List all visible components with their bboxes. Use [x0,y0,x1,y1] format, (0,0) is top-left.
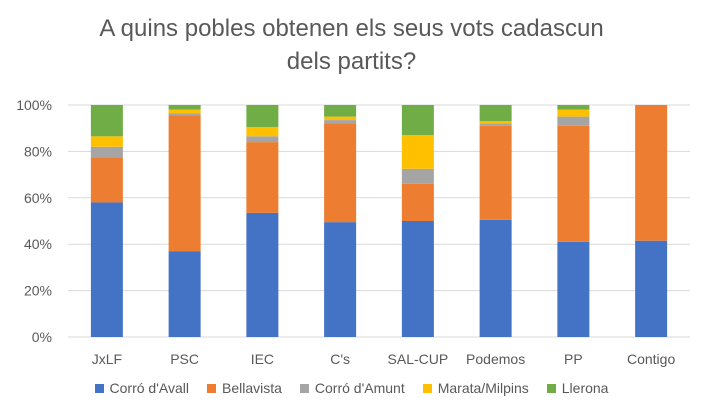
bar-segment [246,105,279,128]
legend-entry: Llerona [546,380,609,396]
bar-segment [246,136,279,143]
bar-segment [557,241,590,337]
bar-segment [168,113,201,116]
y-tick-label: 60% [24,190,52,206]
bar-segment [635,240,668,337]
bar-segment [557,105,590,110]
bar-segment [324,222,357,337]
x-tick-label: Contigo [627,351,675,367]
x-axis-tick-labels: JxLF PSC IEC C's SAL-CUP Podemos PP Contigo [92,351,676,367]
y-tick-label: 20% [24,283,52,299]
y-tick-label: 100% [16,97,52,113]
bar-segment [401,221,434,337]
bar-segment [246,127,279,137]
gridlines [68,104,690,338]
bar-segment [324,123,357,223]
legend-swatch [206,383,216,393]
bar-segment [557,125,590,242]
bars [90,105,668,337]
bar-segment [479,123,512,126]
bar-segment [401,183,434,221]
bar-segment [479,105,512,122]
x-tick-label: IEC [251,351,274,367]
legend-entry: Corró d'Amunt [299,380,405,396]
y-tick-label: 40% [24,236,52,252]
x-tick-label: C's [330,351,350,367]
bar-segment [324,120,357,124]
x-tick-label: PP [564,351,583,367]
y-tick-label: 80% [24,143,52,159]
bar-segment [90,105,123,137]
bar-segment [90,202,123,337]
bar-segment [246,142,279,213]
bar-segment [90,146,123,158]
legend-swatch [422,383,432,393]
bar-segment [635,105,668,241]
y-axis-tick-labels: 0% 20% 40% 60% 80% 100% [16,97,52,345]
bar-segment [324,116,357,121]
bar-segment [401,168,434,184]
x-tick-label: JxLF [92,351,122,367]
y-tick-label: 0% [32,329,52,345]
bar-segment [90,136,123,147]
x-tick-label: PSC [170,351,199,367]
legend-label: Corró d'Amunt [314,380,405,396]
bar-segment [168,115,201,252]
bar-segment [324,105,357,117]
bar-segment [479,219,512,337]
bar-segment [557,116,590,126]
legend: Corró d'Avall Bellavista Corró d'Amunt Mara… [0,380,703,396]
chart-title-line-2: dels partits? [286,48,417,75]
bar-segment [557,109,590,117]
bar-segment [246,212,279,337]
bar-segment [479,125,512,220]
bar-segment [168,105,201,110]
legend-swatch [299,383,309,393]
bar-segment [401,135,434,169]
legend-entry: Bellavista [206,380,282,396]
chart-title-line-1: A quins pobles obtenen els seus vots cad… [99,15,604,42]
legend-entry: Marata/Milpins [422,380,529,396]
chart-title: A quins pobles obtenen els seus vots cad… [0,12,703,78]
x-tick-label: Podemos [466,351,525,367]
bar-segment [90,157,123,203]
legend-label: Corró d'Avall [109,380,189,396]
legend-label: Bellavista [221,380,282,396]
bar-segment [168,109,201,114]
bar-segment [401,105,434,136]
legend-swatch [94,383,104,393]
legend-label: Llerona [561,380,609,396]
x-tick-label: SAL-CUP [388,351,449,367]
bar-segment [168,251,201,337]
legend-swatch [546,383,556,393]
legend-label: Marata/Milpins [437,380,529,396]
legend-entry: Corró d'Avall [94,380,189,396]
bar-segment [479,121,512,124]
